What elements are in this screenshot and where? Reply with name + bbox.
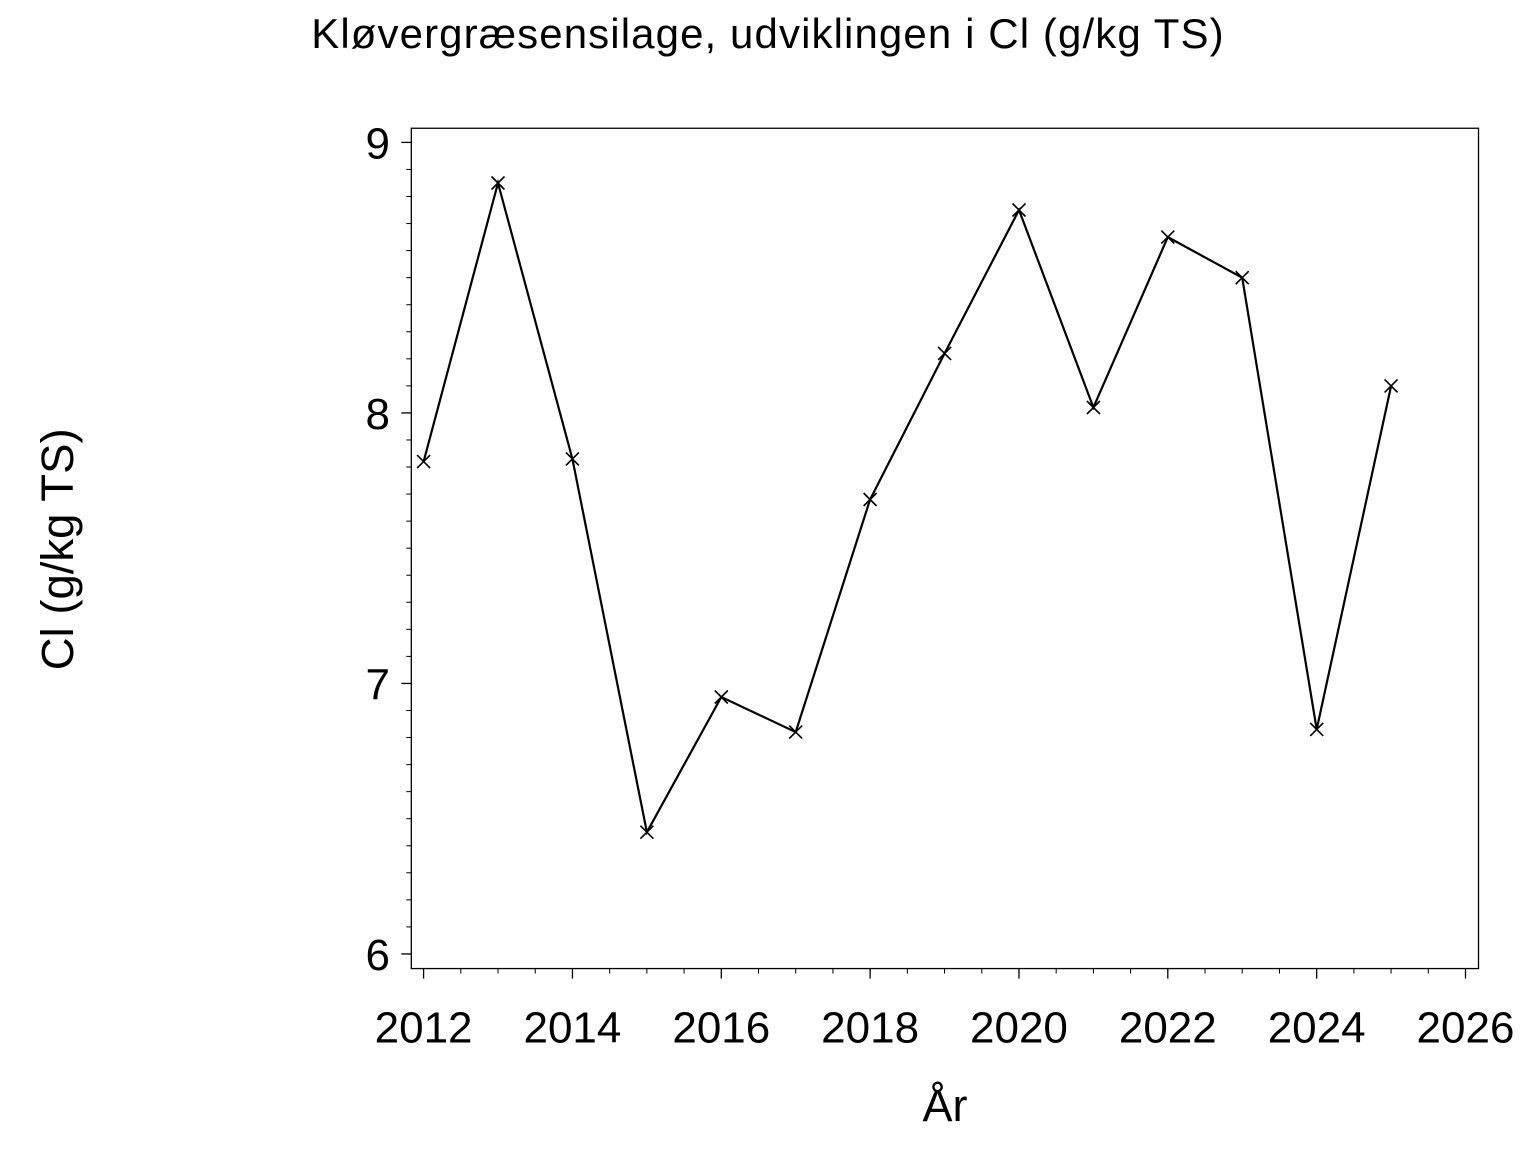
svg-text:Cl (g/kg TS): Cl (g/kg TS)	[32, 428, 83, 670]
svg-text:Kløvergræsensilage, udvikling: Kløvergræsensilage, udviklingen i Cl (g/…	[311, 10, 1225, 57]
svg-text:2016: 2016	[672, 1004, 770, 1053]
svg-text:2014: 2014	[523, 1004, 621, 1053]
svg-text:2018: 2018	[821, 1004, 919, 1053]
svg-text:2024: 2024	[1268, 1004, 1366, 1053]
svg-text:2012: 2012	[375, 1004, 473, 1053]
svg-text:2020: 2020	[970, 1004, 1068, 1053]
svg-text:2026: 2026	[1417, 1004, 1515, 1053]
svg-text:8: 8	[366, 390, 390, 439]
svg-text:6: 6	[366, 931, 390, 980]
svg-text:9: 9	[366, 119, 390, 168]
svg-text:2022: 2022	[1119, 1004, 1217, 1053]
svg-text:7: 7	[366, 660, 390, 709]
svg-text:År: År	[923, 1080, 968, 1131]
